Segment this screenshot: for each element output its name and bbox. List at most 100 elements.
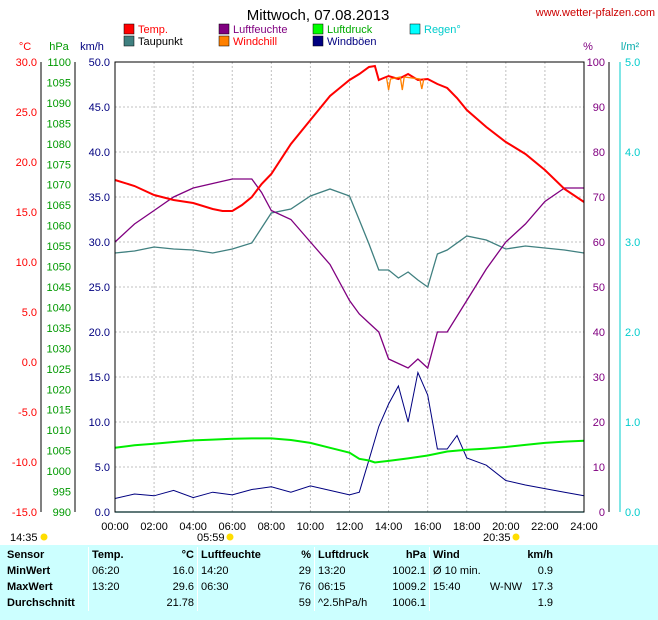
time-tick-label: 02:00 xyxy=(140,521,168,533)
avg-wind-value: 1.9 xyxy=(537,597,553,609)
legend-label: Windböen xyxy=(327,36,377,48)
min-humidity-time: 14:20 xyxy=(197,563,286,579)
pressure-tick-label: 1045 xyxy=(47,282,71,294)
legend-label: Luftdruck xyxy=(327,24,373,36)
legend-swatch xyxy=(409,23,421,35)
temp-tick-label: 10.0 xyxy=(16,257,37,269)
max-pressure-time: 06:15 xyxy=(314,579,385,595)
legend-swatch xyxy=(312,23,324,35)
humidity-tick-label: 50 xyxy=(593,282,605,294)
series-line-taupunkt xyxy=(114,188,585,289)
wind-tick-label: 25.0 xyxy=(89,282,110,294)
pressure-tick-label: 1075 xyxy=(47,159,71,171)
max-wind-value: 17.3 xyxy=(531,581,553,593)
header-temp: Temp. xyxy=(88,547,155,563)
pressure-tick-label: 1020 xyxy=(47,384,71,396)
max-label: MaxWert xyxy=(7,581,53,593)
website-label[interactable]: www.wetter-pfalzen.com xyxy=(535,7,655,19)
weather-chart: Mittwoch, 07.08.2013 www.wetter-pfalzen.… xyxy=(10,7,655,544)
pressure-tick-label: 1065 xyxy=(47,200,71,212)
temp-tick-label: 25.0 xyxy=(16,107,37,119)
series-line-windböen xyxy=(114,370,585,499)
humidity-tick-label: 20 xyxy=(593,417,605,429)
humidity-unit-label: % xyxy=(583,41,593,53)
header-temp-unit: °C xyxy=(181,549,194,561)
time-tick-label: 08:00 xyxy=(258,521,286,533)
humidity-tick-label: 80 xyxy=(593,147,605,159)
legend-swatch xyxy=(123,35,135,47)
legend-label: Taupunkt xyxy=(138,36,183,48)
chart-title: Mittwoch, 07.08.2013 xyxy=(247,7,390,24)
pressure-tick-label: 1080 xyxy=(47,139,71,151)
header-humidity: Luftfeuchte xyxy=(197,547,286,563)
stats-panel: Sensor Temp. °C Luftfeuchte % Luftdruck … xyxy=(0,545,658,620)
time-tick-label: 12:00 xyxy=(336,521,364,533)
series-line-luftdruck xyxy=(114,437,585,464)
pressure-tick-label: 1060 xyxy=(47,221,71,233)
sunset-label: 20:35 xyxy=(483,532,511,544)
header-wind-unit: km/h xyxy=(527,549,553,561)
legend-swatch xyxy=(218,35,230,47)
min-pressure-value: 1002.1 xyxy=(392,565,426,577)
rain-tick-label: 4.0 xyxy=(625,147,640,159)
pressure-tick-label: 995 xyxy=(53,487,71,499)
pressure-tick-label: 1000 xyxy=(47,466,71,478)
rain-tick-label: 3.0 xyxy=(625,237,640,249)
temp-tick-label: 0.0 xyxy=(22,357,37,369)
min-temp-time: 06:20 xyxy=(88,563,155,579)
temp-tick-label: -5.0 xyxy=(18,407,37,419)
rain-tick-label: 1.0 xyxy=(625,417,640,429)
pressure-tick-label: 1015 xyxy=(47,405,71,417)
max-wind-direction: W-NW xyxy=(489,581,523,593)
humidity-tick-label: 60 xyxy=(593,237,605,249)
wind-tick-label: 20.0 xyxy=(89,327,110,339)
stats-table: Sensor Temp. °C Luftfeuchte % Luftdruck … xyxy=(4,547,556,611)
stats-row-avg: Durchschnitt 21.78 59 ^2.5hPa/h 1006.1 1… xyxy=(4,595,556,611)
pressure-tick-label: 1050 xyxy=(47,262,71,274)
humidity-tick-label: 40 xyxy=(593,327,605,339)
series-line-windchill xyxy=(385,76,425,91)
legend-label: Regen° xyxy=(424,24,461,36)
max-temp-value: 29.6 xyxy=(172,581,194,593)
time-tick-label: 10:00 xyxy=(297,521,325,533)
series-line-luftfeuchte xyxy=(114,178,584,370)
avg-label: Durchschnitt xyxy=(7,597,75,609)
wind-tick-label: 50.0 xyxy=(89,57,110,69)
sun-hours-label: 14:35 xyxy=(10,532,38,544)
time-tick-label: 24:00 xyxy=(570,521,598,533)
pressure-tick-label: 1005 xyxy=(47,446,71,458)
sun-hours-icon xyxy=(40,533,48,541)
rain-tick-label: 2.0 xyxy=(625,327,640,339)
pressure-tick-label: 1055 xyxy=(47,241,71,253)
temp-tick-label: -10.0 xyxy=(12,457,37,469)
rain-unit-label: l/m² xyxy=(621,41,640,53)
header-wind: Wind xyxy=(429,547,482,563)
wind-unit-label: km/h xyxy=(80,41,104,53)
legend-swatch xyxy=(123,23,135,35)
wind-tick-label: 5.0 xyxy=(95,462,110,474)
wind-tick-label: 30.0 xyxy=(89,237,110,249)
min-wind-value: 0.9 xyxy=(537,565,553,577)
avg-temp-value: 21.78 xyxy=(166,597,194,609)
time-tick-label: 14:00 xyxy=(375,521,403,533)
pressure-tick-label: 1025 xyxy=(47,364,71,376)
time-tick-label: 04:00 xyxy=(179,521,207,533)
min-humidity-value: 29 xyxy=(298,565,311,577)
rain-tick-label: 0.0 xyxy=(625,507,640,519)
wind-tick-label: 10.0 xyxy=(89,417,110,429)
max-humidity-time: 06:30 xyxy=(197,579,286,595)
legend-label: Luftfeuchte xyxy=(233,24,287,36)
humidity-tick-label: 10 xyxy=(593,462,605,474)
pressure-unit-label: hPa xyxy=(49,41,69,53)
series-lines xyxy=(114,64,585,513)
series-line-temp xyxy=(114,64,585,212)
pressure-tick-label: 1035 xyxy=(47,323,71,335)
avg-pressure-trend: ^2.5hPa/h xyxy=(314,595,385,611)
header-pressure: Luftdruck xyxy=(314,547,385,563)
humidity-tick-label: 100 xyxy=(587,57,605,69)
pressure-tick-label: 990 xyxy=(53,507,71,519)
legend-swatch xyxy=(218,23,230,35)
pressure-tick-label: 1070 xyxy=(47,180,71,192)
avg-wind-spacer xyxy=(429,595,526,611)
